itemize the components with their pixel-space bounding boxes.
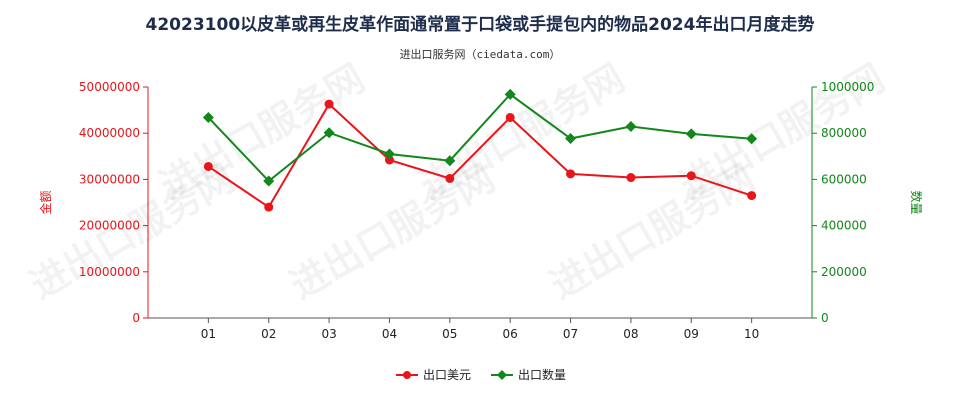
- series-2-point: [625, 121, 637, 133]
- right-axis-tick-label: 200000: [821, 265, 867, 279]
- left-axis-label: 金额: [38, 190, 53, 214]
- left-axis-tick-label: 40000000: [79, 126, 140, 140]
- x-axis-tick-label: 05: [442, 327, 457, 341]
- series-2-point: [383, 148, 395, 160]
- series-line-2: [207, 93, 752, 183]
- right-axis-label: 数量: [909, 190, 924, 214]
- legend-swatch-marker: [497, 370, 507, 380]
- series-1-point: [445, 173, 455, 183]
- x-axis-tick-label: 04: [382, 327, 397, 341]
- left-axis-tick-label: 30000000: [79, 172, 140, 186]
- series-1-point: [324, 99, 334, 109]
- right-axis-tick-label: 600000: [821, 172, 867, 186]
- series-1-point: [203, 161, 213, 171]
- left-axis-tick-label: 20000000: [79, 219, 140, 233]
- x-axis-tick-label: 09: [684, 327, 699, 341]
- left-axis-tick-label: 10000000: [79, 265, 140, 279]
- series-2-point: [565, 133, 577, 145]
- left-axis-tick-label: 0: [132, 311, 140, 325]
- series-2-point: [263, 175, 275, 187]
- x-axis-tick-label: 06: [503, 327, 518, 341]
- right-axis-tick-label: 0: [821, 311, 829, 325]
- right-axis-tick-label: 1000000: [821, 80, 874, 94]
- series-1-point: [264, 202, 274, 212]
- series-2-point: [504, 88, 516, 100]
- legend-label: 出口美元: [423, 368, 471, 382]
- series-1-point: [384, 155, 394, 165]
- series-1-point: [505, 112, 515, 122]
- chart-subtitle: 进出口服务网（ciedata.com）: [399, 48, 561, 61]
- x-axis-tick-label: 01: [201, 327, 216, 341]
- legend-label: 出口数量: [518, 367, 566, 382]
- series-2-point: [323, 127, 335, 139]
- series-1-point: [686, 171, 696, 181]
- series-2-point: [202, 111, 214, 123]
- x-axis-tick-label: 02: [261, 327, 276, 341]
- series-1-point: [747, 191, 757, 201]
- series-2-point: [444, 155, 456, 167]
- right-axis-tick-label: 400000: [821, 219, 867, 233]
- x-axis-tick-label: 07: [563, 327, 578, 341]
- x-axis-tick-label: 10: [744, 327, 759, 341]
- right-axis-tick-label: 800000: [821, 126, 867, 140]
- series-1-point: [626, 173, 636, 183]
- x-axis-tick-label: 08: [623, 327, 638, 341]
- series-2-point: [746, 133, 758, 145]
- x-axis-tick-label: 03: [321, 327, 336, 341]
- series-1-point: [566, 169, 576, 179]
- series-2-point: [685, 128, 697, 140]
- legend-swatch-marker: [403, 371, 411, 379]
- chart-title: 42023100以皮革或再生皮革作面通常置于口袋或手提包内的物品2024年出口月…: [145, 15, 815, 35]
- left-axis-tick-label: 50000000: [79, 80, 140, 94]
- series-line-1: [207, 102, 752, 209]
